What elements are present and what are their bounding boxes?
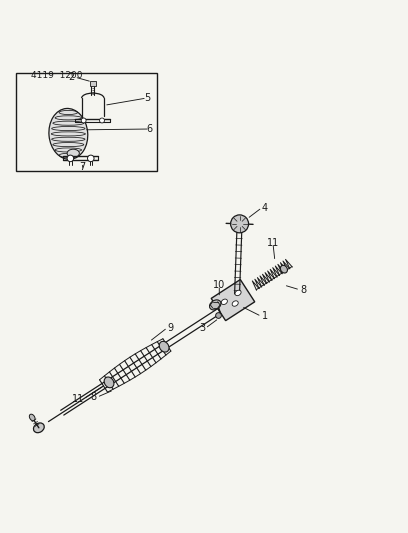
Text: 1: 1 [262,311,268,321]
Text: 4119  1200: 4119 1200 [31,71,82,80]
Text: 10: 10 [213,280,225,290]
Ellipse shape [159,341,169,352]
Text: 6: 6 [146,124,153,134]
Circle shape [100,118,104,123]
Circle shape [67,155,73,161]
Text: 8: 8 [91,392,97,402]
Ellipse shape [235,290,241,296]
Text: 7: 7 [80,163,86,172]
Text: 11: 11 [71,394,84,403]
Bar [90,81,95,86]
Ellipse shape [232,301,238,306]
Circle shape [216,313,222,318]
Ellipse shape [67,149,79,157]
Ellipse shape [210,300,221,310]
Text: 11: 11 [267,238,279,248]
Ellipse shape [49,108,88,159]
Text: 5: 5 [144,93,150,103]
Polygon shape [211,279,255,321]
Text: 4: 4 [262,203,268,213]
Circle shape [87,155,94,161]
Text: 3: 3 [199,324,205,334]
Text: 9: 9 [168,322,174,333]
Text: 2: 2 [68,72,74,82]
Ellipse shape [104,377,114,387]
Circle shape [81,118,86,123]
Ellipse shape [221,299,227,304]
Ellipse shape [280,265,288,273]
Bar [16,72,157,171]
Ellipse shape [29,414,35,421]
Text: 8: 8 [300,285,306,295]
Circle shape [231,215,248,233]
Ellipse shape [33,423,44,433]
